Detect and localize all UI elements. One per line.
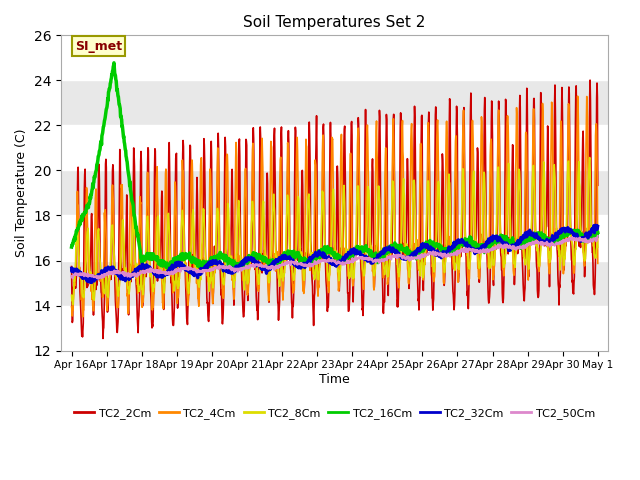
TC2_4Cm xyxy=(244,288,252,294)
Line: TC2_16Cm: TC2_16Cm xyxy=(72,63,598,269)
TC2_32Cm xyxy=(172,263,180,268)
Text: SI_met: SI_met xyxy=(75,39,122,52)
TC2_32Cm xyxy=(185,269,193,275)
TC2_8Cm xyxy=(172,266,180,272)
TC2_4Cm xyxy=(594,261,602,266)
TC2_16Cm xyxy=(186,250,193,256)
Bar xyxy=(61,216,608,261)
TC2_2Cm xyxy=(185,250,193,255)
TC2_2Cm xyxy=(485,298,493,303)
TC2_16Cm xyxy=(173,257,180,263)
TC2_16Cm xyxy=(486,246,493,252)
TC2_4Cm xyxy=(532,228,540,234)
TC2_4Cm xyxy=(79,314,87,320)
X-axis label: Time: Time xyxy=(319,373,350,386)
TC2_8Cm xyxy=(594,244,602,250)
TC2_2Cm xyxy=(244,298,252,303)
TC2_32Cm xyxy=(417,245,424,251)
TC2_32Cm xyxy=(485,239,493,244)
TC2_16Cm xyxy=(594,230,602,236)
TC2_32Cm xyxy=(594,224,602,229)
Line: TC2_2Cm: TC2_2Cm xyxy=(72,80,598,338)
TC2_4Cm xyxy=(485,248,493,254)
TC2_8Cm xyxy=(485,264,493,270)
TC2_8Cm xyxy=(185,280,193,286)
TC2_2Cm xyxy=(68,264,76,269)
TC2_2Cm xyxy=(417,240,424,246)
TC2_8Cm xyxy=(244,276,252,281)
Legend: TC2_2Cm, TC2_4Cm, TC2_8Cm, TC2_16Cm, TC2_32Cm, TC2_50Cm: TC2_2Cm, TC2_4Cm, TC2_8Cm, TC2_16Cm, TC2… xyxy=(70,404,600,423)
TC2_4Cm xyxy=(172,210,180,216)
Line: TC2_50Cm: TC2_50Cm xyxy=(72,236,598,279)
TC2_8Cm xyxy=(532,235,540,241)
TC2_2Cm xyxy=(172,152,180,157)
TC2_50Cm xyxy=(185,266,193,272)
TC2_50Cm xyxy=(417,255,424,261)
TC2_16Cm xyxy=(165,266,173,272)
TC2_16Cm xyxy=(244,259,252,265)
TC2_4Cm xyxy=(417,141,424,147)
TC2_4Cm xyxy=(68,304,76,310)
TC2_4Cm xyxy=(574,93,582,99)
TC2_50Cm xyxy=(68,274,76,279)
TC2_4Cm xyxy=(185,292,193,298)
Title: Soil Temperatures Set 2: Soil Temperatures Set 2 xyxy=(243,15,426,30)
Bar xyxy=(61,36,608,80)
Line: TC2_8Cm: TC2_8Cm xyxy=(72,157,598,305)
TC2_32Cm xyxy=(88,280,95,286)
Bar xyxy=(61,80,608,125)
TC2_50Cm xyxy=(244,264,252,269)
Bar xyxy=(61,170,608,216)
Y-axis label: Soil Temperature (C): Soil Temperature (C) xyxy=(15,129,28,257)
TC2_2Cm xyxy=(586,77,594,83)
TC2_32Cm xyxy=(532,232,540,238)
TC2_2Cm xyxy=(532,238,540,244)
TC2_32Cm xyxy=(244,255,252,261)
Bar xyxy=(61,261,608,306)
TC2_8Cm xyxy=(586,155,593,160)
TC2_32Cm xyxy=(68,265,76,271)
TC2_32Cm xyxy=(591,222,599,228)
TC2_50Cm xyxy=(485,248,493,253)
TC2_8Cm xyxy=(68,292,76,298)
TC2_8Cm xyxy=(417,273,424,279)
TC2_50Cm xyxy=(532,239,540,244)
TC2_16Cm xyxy=(110,60,118,66)
TC2_50Cm xyxy=(594,233,602,239)
TC2_16Cm xyxy=(68,244,76,250)
TC2_16Cm xyxy=(417,249,424,254)
TC2_2Cm xyxy=(99,336,107,341)
Bar xyxy=(61,125,608,170)
TC2_8Cm xyxy=(69,302,77,308)
TC2_16Cm xyxy=(532,231,540,237)
TC2_50Cm xyxy=(172,269,180,275)
Bar xyxy=(61,306,608,350)
Line: TC2_32Cm: TC2_32Cm xyxy=(72,225,598,283)
TC2_50Cm xyxy=(95,276,102,282)
Line: TC2_4Cm: TC2_4Cm xyxy=(72,96,598,317)
TC2_2Cm xyxy=(594,182,602,188)
